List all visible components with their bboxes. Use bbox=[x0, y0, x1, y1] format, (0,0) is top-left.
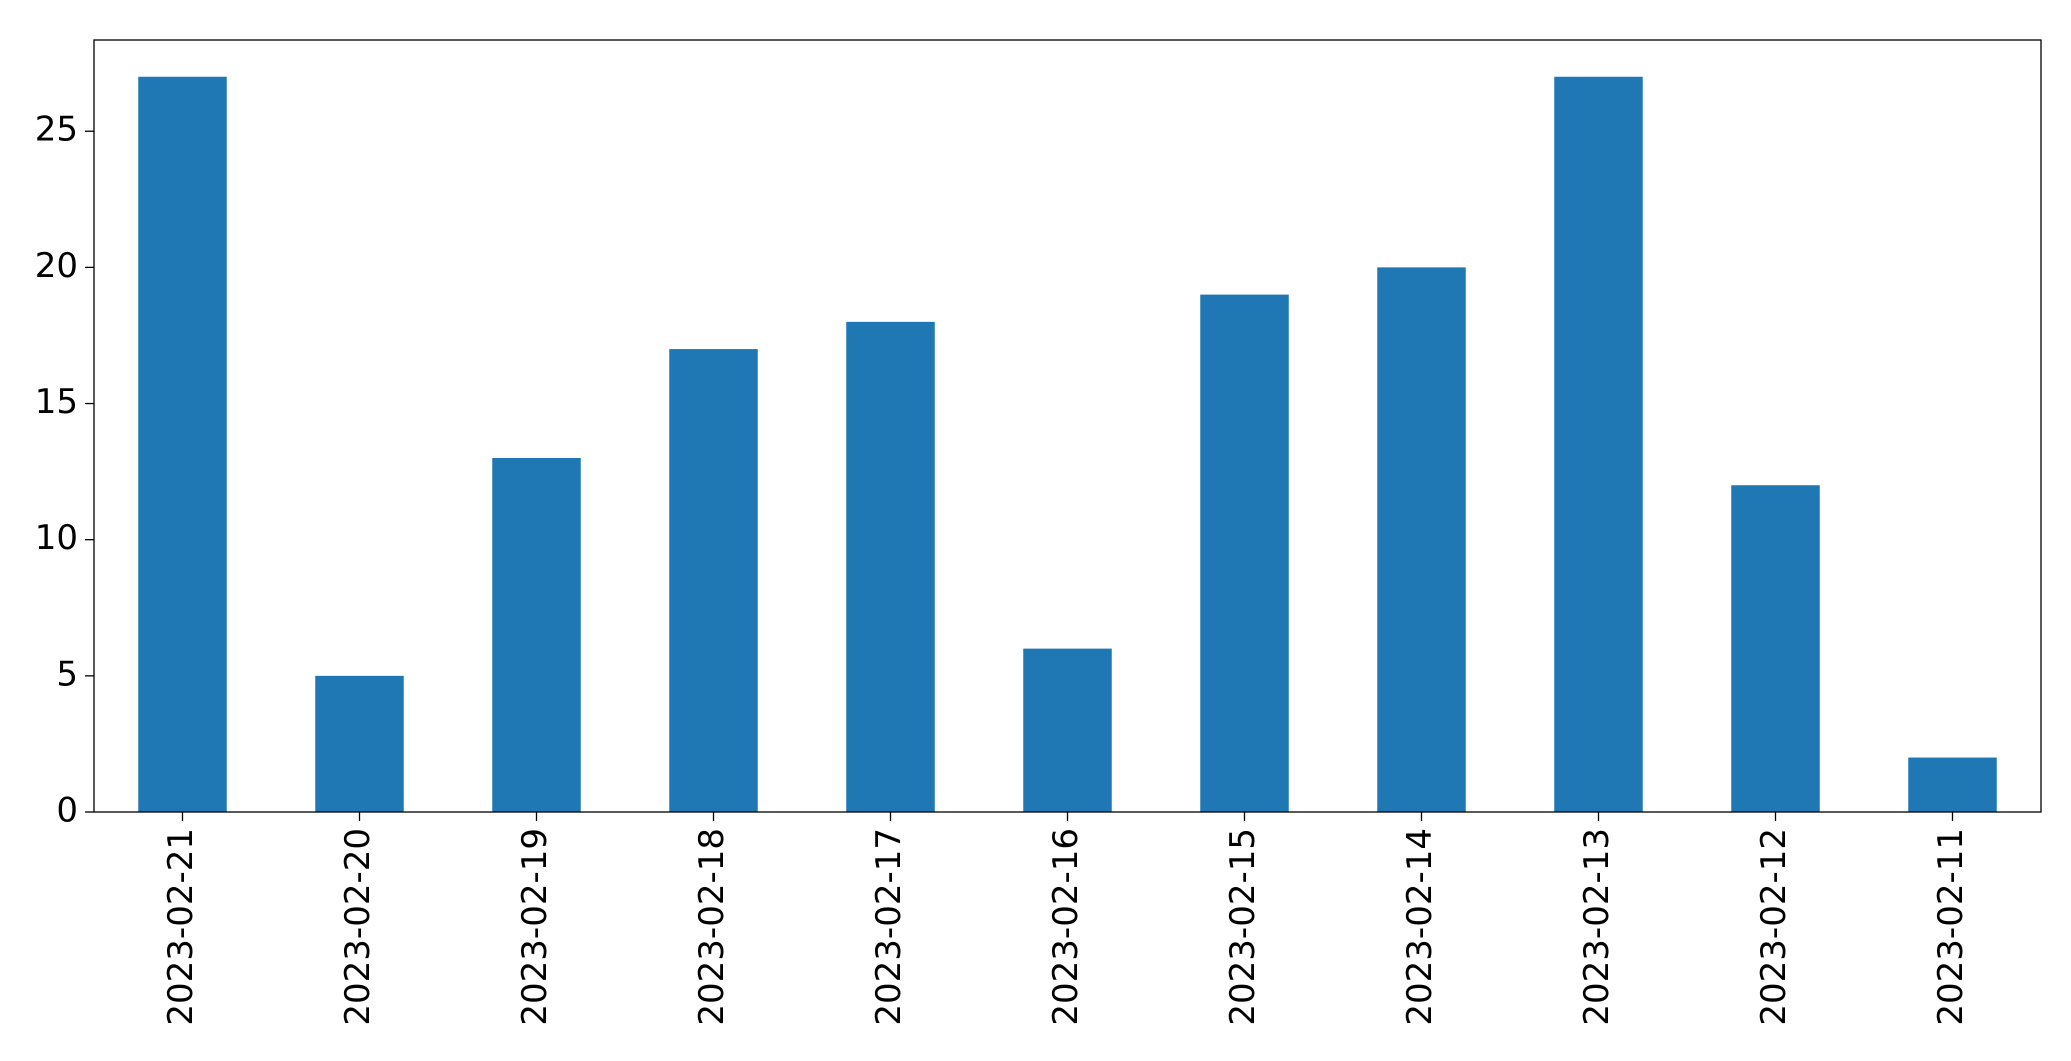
bar bbox=[1200, 294, 1289, 812]
x-tick-label: 2023-02-13 bbox=[1577, 828, 1617, 1026]
x-tick-label: 2023-02-16 bbox=[1046, 828, 1086, 1026]
x-tick-label: 2023-02-18 bbox=[692, 828, 732, 1026]
plot-frame bbox=[93, 39, 2042, 813]
y-tick-label: 15 bbox=[35, 382, 78, 422]
bar bbox=[1377, 267, 1466, 813]
x-tick-label: 2023-02-11 bbox=[1931, 828, 1971, 1026]
y-tick-label: 5 bbox=[56, 654, 78, 694]
y-tick-label: 20 bbox=[35, 246, 78, 286]
x-tick-label: 2023-02-19 bbox=[515, 828, 555, 1026]
bar bbox=[1731, 485, 1820, 812]
y-tick-label: 10 bbox=[35, 518, 78, 558]
bar bbox=[315, 675, 404, 812]
y-tick-label: 25 bbox=[35, 110, 78, 150]
x-tick-label: 2023-02-20 bbox=[338, 828, 378, 1026]
bar bbox=[138, 76, 227, 812]
x-tick-label: 2023-02-15 bbox=[1223, 828, 1263, 1026]
y-tick-label: 0 bbox=[56, 791, 78, 831]
x-tick-label: 2023-02-14 bbox=[1400, 828, 1440, 1026]
x-tick-label: 2023-02-21 bbox=[161, 828, 201, 1026]
bar bbox=[1908, 757, 1997, 812]
bar bbox=[1023, 648, 1112, 812]
bar bbox=[1554, 76, 1643, 812]
x-tick-label: 2023-02-12 bbox=[1754, 828, 1794, 1026]
bar bbox=[669, 349, 758, 812]
bar bbox=[492, 457, 581, 812]
x-tick-label: 2023-02-17 bbox=[869, 828, 909, 1026]
bar bbox=[846, 321, 935, 812]
